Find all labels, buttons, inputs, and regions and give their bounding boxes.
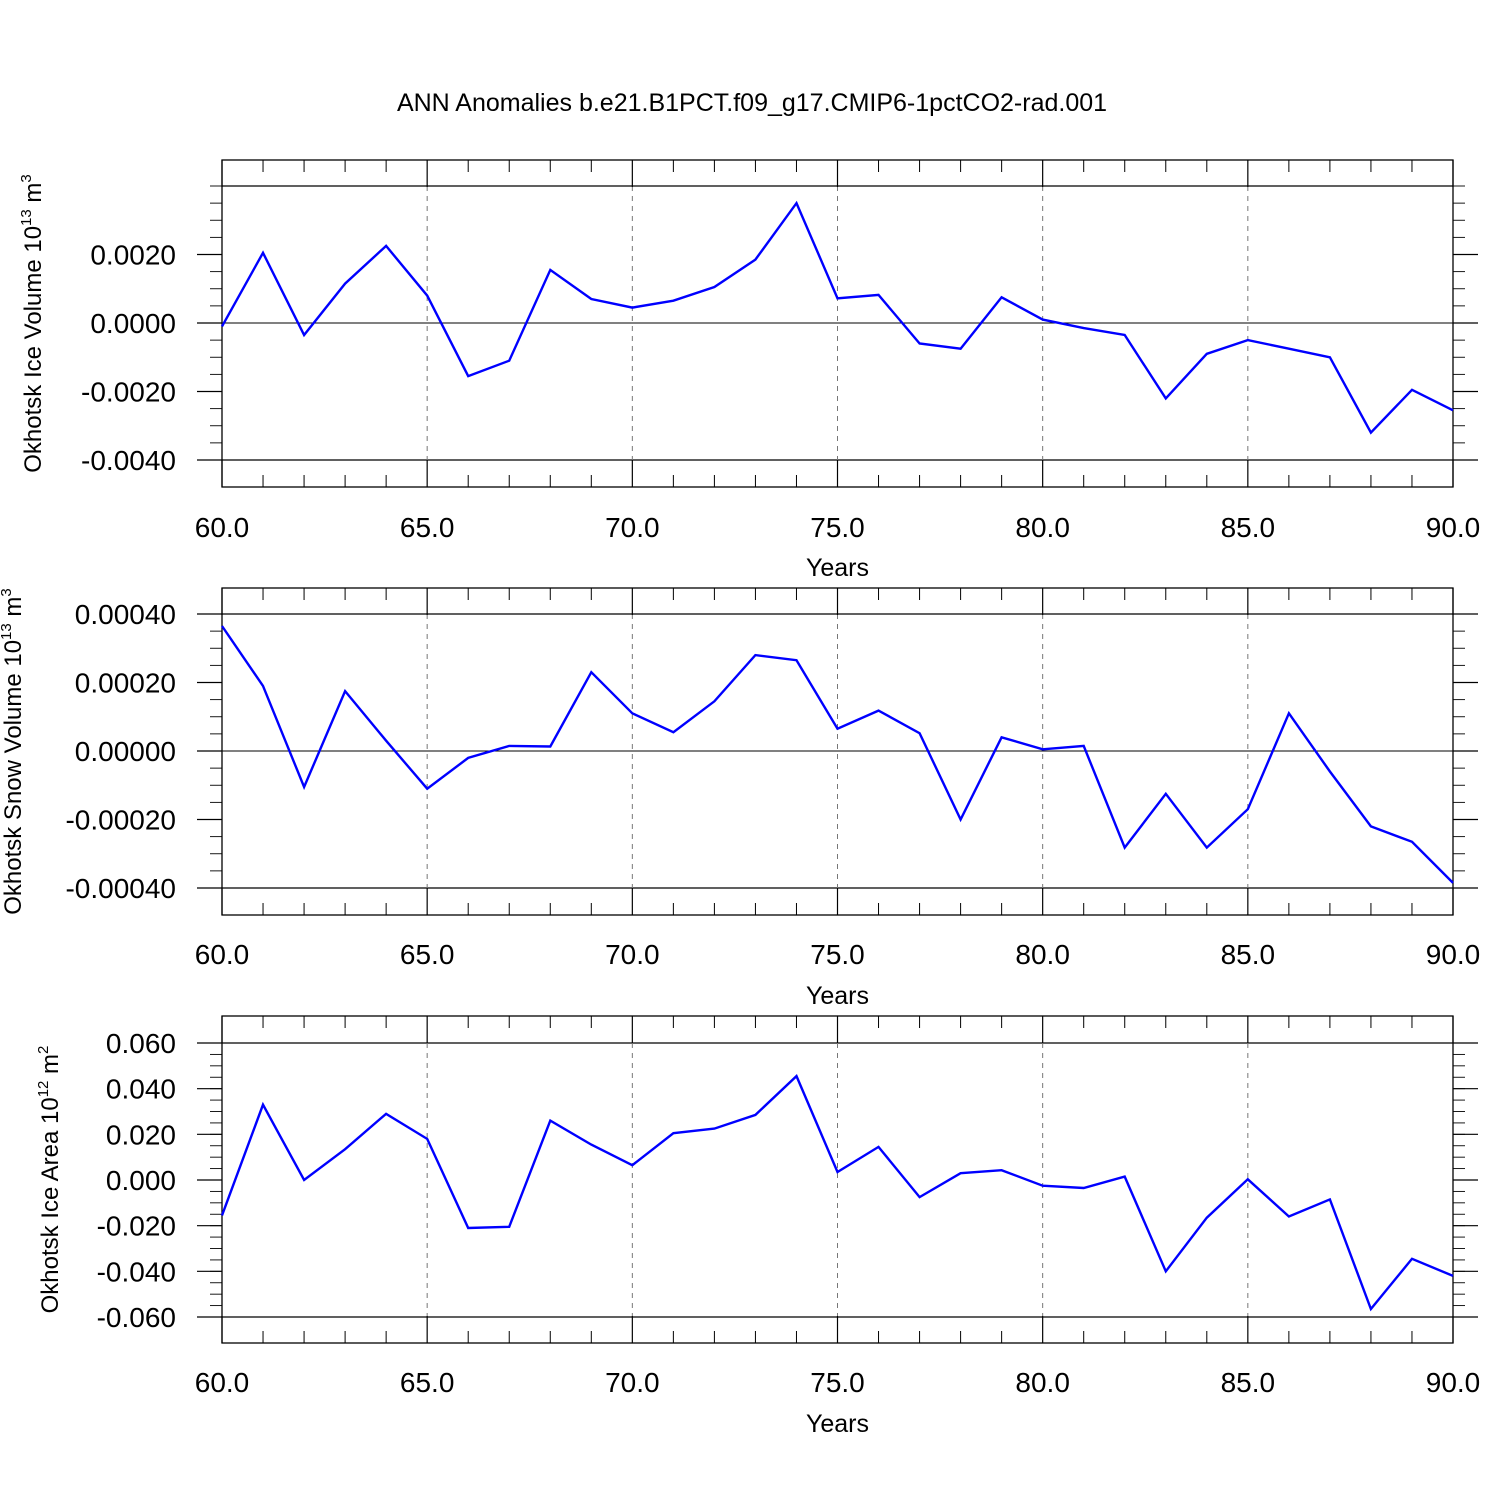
y-tick-label: 0.00040 [75, 599, 176, 630]
y-tick-label: -0.0040 [81, 445, 176, 476]
x-tick-label: 75.0 [810, 512, 865, 543]
series-line [220, 1074, 1454, 1312]
y-tick-label: 0.00000 [75, 736, 176, 767]
y-axis-label: Okhotsk Ice Volume 1013 m3 [18, 174, 47, 473]
y-tick-label: -0.0020 [81, 377, 176, 408]
y-tick-label: 0.0020 [90, 240, 176, 271]
y-tick-label: -0.040 [97, 1256, 176, 1287]
x-axis-label: Years [806, 1410, 869, 1438]
x-tick-label: 80.0 [1015, 1367, 1070, 1398]
x-tick-label: 70.0 [605, 1367, 660, 1398]
y-tick-label: -0.00040 [65, 873, 176, 904]
x-tick-label: 60.0 [195, 512, 250, 543]
x-axis-label: Years [806, 982, 869, 1010]
x-tick-label: 85.0 [1221, 939, 1276, 970]
y-axis-label-exponent: 13 [18, 209, 35, 226]
x-tick-label: 60.0 [195, 1367, 250, 1398]
y-tick-label: 0.000 [106, 1165, 176, 1196]
x-tick-label: 85.0 [1221, 512, 1276, 543]
x-tick-label: 60.0 [195, 939, 250, 970]
x-tick-label: 90.0 [1426, 939, 1481, 970]
x-axis-label: Years [806, 554, 869, 582]
y-axis-label-exponent: 12 [35, 1081, 52, 1098]
y-tick-label: 0.060 [106, 1028, 176, 1059]
y-tick-label: 0.020 [106, 1119, 176, 1150]
panel-snow-volume: 60.0 65.0 70.0 75.0 80.0 85.0 90.0 -0.00040 -0.0… [0, 587, 1481, 1010]
y-axis-label-unit: m [0, 597, 27, 624]
x-tick-label: 70.0 [605, 512, 660, 543]
y-axis-label: Okhotsk Ice Area 1012 m2 [35, 1046, 64, 1314]
x-tick-label: 65.0 [400, 939, 455, 970]
x-tick-label: 65.0 [400, 512, 455, 543]
y-axis-label-unit: m [20, 183, 47, 210]
x-tick-label: 65.0 [400, 1367, 455, 1398]
y-axis-label-unit: m [37, 1054, 64, 1081]
y-axis-label-unit-exponent: 3 [0, 588, 15, 596]
x-tick-label: 90.0 [1426, 512, 1481, 543]
chart-title: ANN Anomalies b.e21.B1PCT.f09_g17.CMIP6-… [397, 89, 1107, 117]
y-axis-label-text: Okhotsk Ice Volume 10 [20, 226, 47, 473]
y-tick-label: -0.00020 [65, 805, 176, 836]
x-tick-label: 70.0 [605, 939, 660, 970]
y-tick-label: 0.0000 [90, 308, 176, 339]
x-tick-label: 85.0 [1221, 1367, 1276, 1398]
x-tick-label: 75.0 [810, 1367, 865, 1398]
y-tick-label: -0.060 [97, 1302, 176, 1333]
y-axis-label-exponent: 13 [0, 623, 15, 640]
panel-ice-area: 60.0 65.0 70.0 75.0 80.0 85.0 90.0 -0.060 -0.040… [35, 1015, 1481, 1438]
series-line [220, 200, 1454, 435]
y-axis-label: Okhotsk Snow Volume 1013 m3 [0, 588, 27, 915]
y-axis-label-unit-exponent: 2 [35, 1046, 52, 1054]
x-tick-label: 80.0 [1015, 512, 1070, 543]
y-tick-label: -0.020 [97, 1211, 176, 1242]
y-axis-label-text: Okhotsk Snow Volume 10 [0, 640, 27, 915]
y-axis-label-text: Okhotsk Ice Area 10 [37, 1097, 64, 1313]
x-tick-label: 80.0 [1015, 939, 1070, 970]
x-tick-label: 90.0 [1426, 1367, 1481, 1398]
x-tick-label: 75.0 [810, 939, 865, 970]
y-tick-label: 0.040 [106, 1074, 176, 1105]
y-tick-label: 0.00020 [75, 668, 176, 699]
y-axis-label-unit-exponent: 3 [18, 174, 35, 182]
panel-ice-volume: 60.0 65.0 70.0 75.0 80.0 85.0 90.0 -0.0040 -0.00… [18, 159, 1481, 582]
series-line [221, 625, 1454, 884]
